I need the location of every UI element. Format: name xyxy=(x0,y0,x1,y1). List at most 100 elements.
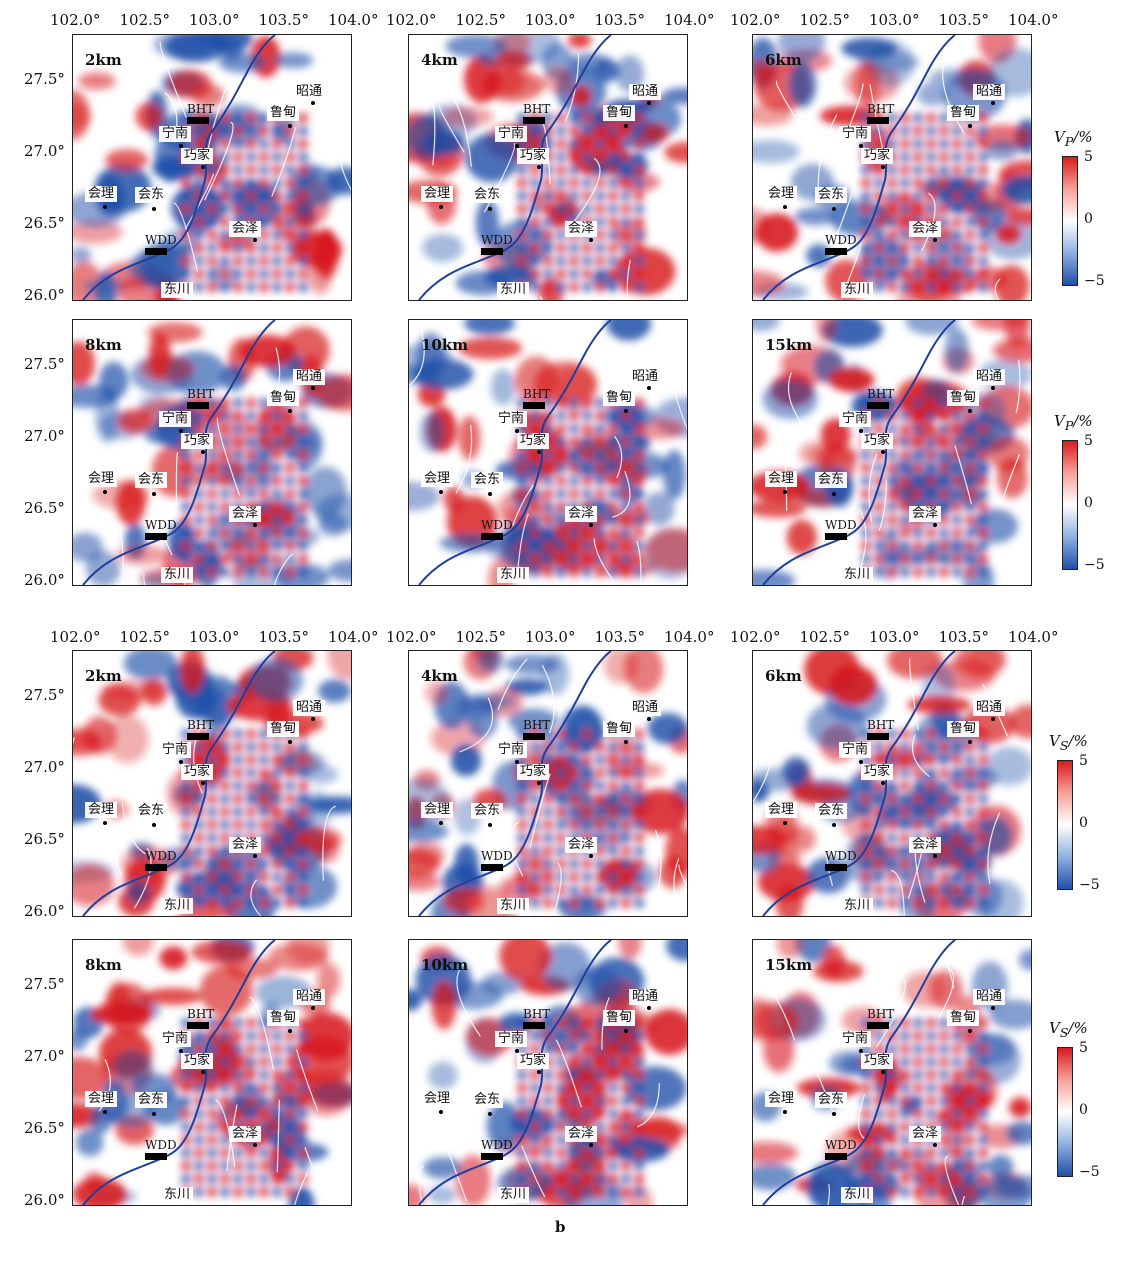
place-ludian: 鲁甸 xyxy=(947,1010,980,1026)
checker-cell xyxy=(543,489,553,499)
checker-cell xyxy=(298,398,308,408)
fault-line xyxy=(944,1155,960,1205)
checker-cell xyxy=(926,567,936,577)
y-tick-label: 27.0° xyxy=(24,1047,65,1065)
place-huidong-marker xyxy=(832,823,836,827)
checker-cell xyxy=(595,898,605,908)
checker-cell xyxy=(285,898,295,908)
fault-line xyxy=(193,724,203,794)
station-bht-label: BHT xyxy=(523,718,551,732)
checker-cell xyxy=(556,191,566,201)
checker-cell xyxy=(634,502,644,512)
checker-cell xyxy=(556,554,566,564)
checker-cell xyxy=(582,282,592,292)
checker-cell xyxy=(298,476,308,486)
checker-cell xyxy=(900,872,910,882)
checker-cell xyxy=(569,820,579,830)
place-huili: 会理 xyxy=(421,471,454,487)
checker-cell xyxy=(913,113,923,123)
checker-cell xyxy=(298,859,308,869)
checker-cell xyxy=(569,1187,579,1197)
checker-cell xyxy=(220,269,230,279)
checker-cell xyxy=(595,742,605,752)
y-tick-label: 26.0° xyxy=(24,902,65,920)
checker-cell xyxy=(608,152,618,162)
station-bht-label: BHT xyxy=(523,387,551,401)
checker-cell xyxy=(272,554,282,564)
checker-cell xyxy=(874,230,884,240)
y-tick-label: 27.5° xyxy=(24,975,65,993)
anomaly-blob xyxy=(786,519,817,555)
checker-cell xyxy=(595,502,605,512)
colorbar-tick: 5 xyxy=(1079,753,1088,769)
anomaly-blob xyxy=(455,270,511,296)
fault-line xyxy=(455,424,473,494)
checker-cell xyxy=(939,1031,949,1041)
checker-cell xyxy=(595,515,605,525)
checker-cell xyxy=(965,768,975,778)
checker-cell xyxy=(556,1031,566,1041)
checker-cell xyxy=(965,450,975,460)
checker-cell xyxy=(887,476,897,486)
checker-cell xyxy=(582,1109,592,1119)
checker-cell xyxy=(246,152,256,162)
checker-cell xyxy=(220,742,230,752)
checker-cell xyxy=(595,450,605,460)
place-ningnan-marker xyxy=(179,1049,183,1053)
checker-cell xyxy=(634,152,644,162)
checker-cell xyxy=(233,554,243,564)
checker-cell xyxy=(543,885,553,895)
checker-cell xyxy=(874,567,884,577)
checker-cell xyxy=(517,794,527,804)
checker-cell xyxy=(194,794,204,804)
checker-cell xyxy=(194,217,204,227)
depth-label: 6km xyxy=(765,667,802,685)
checker-cell xyxy=(517,476,527,486)
checker-cell xyxy=(285,489,295,499)
checker-cell xyxy=(582,269,592,279)
checker-cell xyxy=(194,755,204,765)
x-tick-label: 103.5° xyxy=(258,11,309,29)
checker-cell xyxy=(595,1057,605,1067)
checker-cell xyxy=(965,1070,975,1080)
checker-cell xyxy=(621,554,631,564)
checker-cell xyxy=(246,729,256,739)
checker-cell xyxy=(259,768,269,778)
place-huili-marker xyxy=(103,821,107,825)
checker-cell xyxy=(887,1174,897,1184)
place-huize-marker xyxy=(253,854,257,858)
anomaly-blob xyxy=(753,424,768,449)
checker-cell xyxy=(543,502,553,512)
station-bht-label: BHT xyxy=(523,1007,551,1021)
depth-label: 10km xyxy=(421,336,469,354)
colorbar-unit: /% xyxy=(1068,732,1088,750)
checker-cell xyxy=(517,1174,527,1184)
anomaly-blob xyxy=(821,320,883,347)
checker-cell xyxy=(595,820,605,830)
checker-cell xyxy=(259,1057,269,1067)
checker-cell xyxy=(285,859,295,869)
colorbar-tick: 5 xyxy=(1084,149,1093,165)
checker-cell xyxy=(569,165,579,175)
checker-cell xyxy=(556,256,566,266)
checker-cell xyxy=(569,898,579,908)
checker-cell xyxy=(569,872,579,882)
checker-cell xyxy=(634,437,644,447)
checker-cell xyxy=(952,1096,962,1106)
checker-cell xyxy=(621,243,631,253)
checker-cell xyxy=(530,463,540,473)
fault-line xyxy=(444,89,472,167)
checker-cell xyxy=(952,1057,962,1067)
checker-cell xyxy=(874,554,884,564)
checker-cell xyxy=(939,729,949,739)
checker-cell xyxy=(874,859,884,869)
place-dongchuan-marker xyxy=(179,300,183,301)
checker-cell xyxy=(595,1096,605,1106)
checker-cell xyxy=(978,243,988,253)
checker-cell xyxy=(556,178,566,188)
checker-cell xyxy=(595,1109,605,1119)
checker-cell xyxy=(246,781,256,791)
colorbar-subscript: S xyxy=(1059,1025,1069,1040)
checker-cell xyxy=(861,807,871,817)
place-huize-marker xyxy=(589,523,593,527)
